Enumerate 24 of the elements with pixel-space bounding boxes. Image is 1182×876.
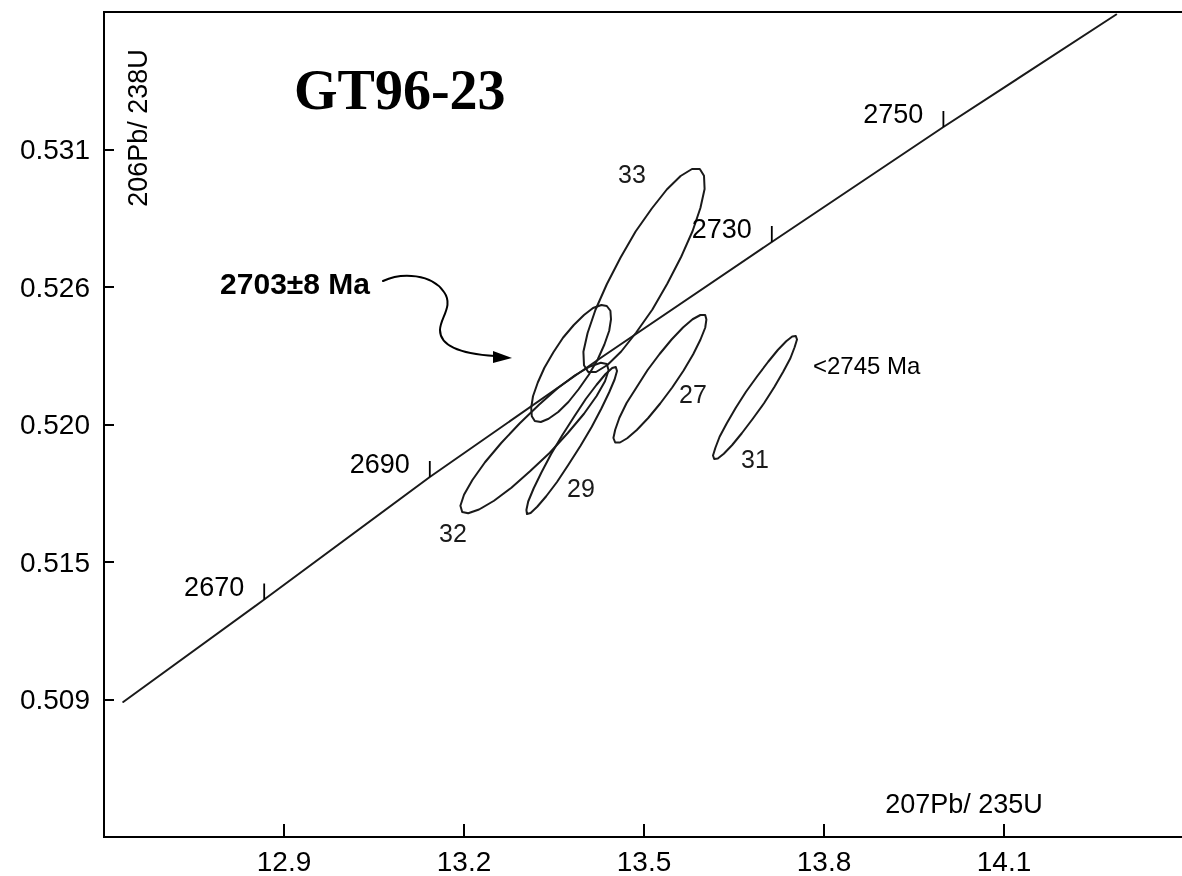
y-axis-title: 206Pb/ 238U <box>123 49 153 207</box>
annotation: 2730 <box>691 214 752 244</box>
x-tick-label: 13.5 <box>616 845 672 876</box>
series-label: 32 <box>439 519 467 547</box>
series-label: 33 <box>618 160 646 188</box>
y-tick-label: 0.520 <box>19 409 90 440</box>
x-tick-label: 12.9 <box>256 845 312 876</box>
y-tick-label: 0.509 <box>19 684 90 715</box>
x-tick-label: 13.2 <box>436 845 492 876</box>
y-tick-label: 0.526 <box>19 271 90 303</box>
annotation: 2670 <box>184 571 245 602</box>
y-tick-label: 0.515 <box>19 546 90 578</box>
x-tick-label: 13.8 <box>796 845 852 876</box>
x-tick-label: 14.1 <box>976 845 1032 876</box>
annotation: 2750 <box>863 99 924 129</box>
series-label: 31 <box>741 445 769 473</box>
x-axis-title: 207Pb/ 235U <box>885 789 1043 819</box>
series-label: 27 <box>679 380 707 408</box>
y-tick-label: 0.531 <box>19 134 90 165</box>
annotation: <2745 Ma <box>813 351 922 379</box>
series-label: 29 <box>567 474 595 502</box>
annotation: 2703±8 Ma <box>220 266 371 300</box>
annotation: 2690 <box>349 449 410 479</box>
text: GT96-23 <box>294 59 506 121</box>
